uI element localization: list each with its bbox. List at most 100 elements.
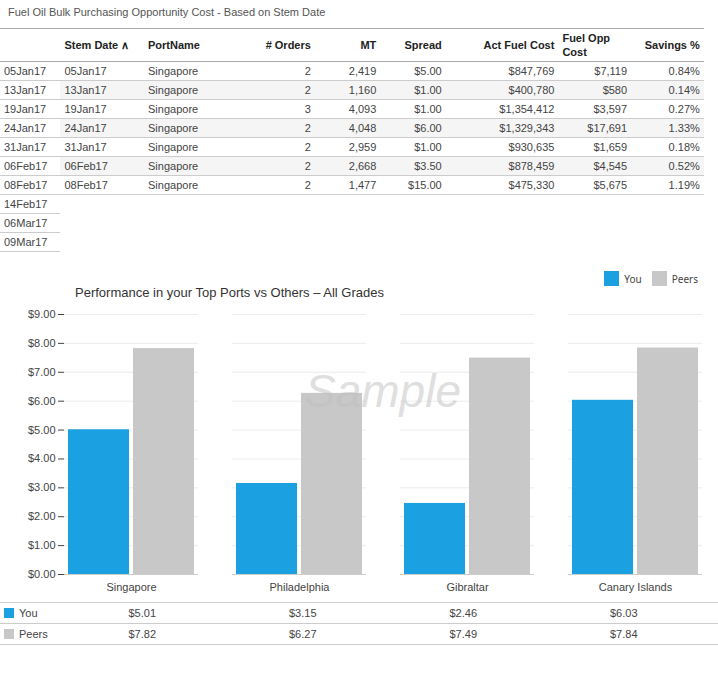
- html-text:$6.03: $6.03: [610, 607, 638, 619]
- html-text:31Jan17: 31Jan17: [4, 141, 47, 153]
- html-text:$3,597: $3,597: [593, 103, 628, 115]
- svg-text:Philadelphia: Philadelphia: [270, 581, 331, 593]
- html-text:$878,459: $878,459: [508, 160, 555, 172]
- html-text:$4,545: $4,545: [593, 160, 628, 172]
- html-text:$847,769: $847,769: [508, 65, 555, 77]
- html-text:05Jan17: 05Jan17: [64, 65, 107, 77]
- svg-text:$9.00: $9.00: [28, 308, 56, 320]
- html-text:08Feb17: 08Feb17: [4, 179, 48, 191]
- html-text:Singapore: Singapore: [148, 160, 199, 172]
- html-text:Fuel Opp Cost: Fuel Opp Cost: [562, 32, 611, 58]
- html-text:09Mar17: 09Mar17: [4, 236, 48, 248]
- html-text:Sample: Sample: [305, 365, 461, 417]
- html-text:$400,780: $400,780: [508, 84, 555, 96]
- html-text:Singapore: Singapore: [148, 122, 199, 134]
- html-text:1.19%: 1.19%: [668, 179, 700, 191]
- html-text:Performance in your Top Ports: Performance in your Top Ports vs Others …: [75, 285, 384, 300]
- html-text:$3.50: $3.50: [414, 160, 442, 172]
- html-text:2: 2: [304, 122, 311, 134]
- html-text:4,093: 4,093: [348, 103, 377, 115]
- html-text:14Feb17: 14Feb17: [4, 198, 48, 210]
- html-text:$7.82: $7.82: [128, 628, 156, 640]
- svg-text:$5.00: $5.00: [28, 424, 56, 436]
- html-text:$7,119: $7,119: [594, 65, 628, 77]
- html-text:2,959: 2,959: [348, 141, 377, 153]
- html-text:Peers: Peers: [19, 628, 48, 640]
- svg-text:$7.00: $7.00: [28, 366, 56, 378]
- html-text:19Jan17: 19Jan17: [64, 103, 107, 115]
- html-text:0.18%: 0.18%: [668, 141, 700, 153]
- svg-text:Canary Islands: Canary Islands: [599, 581, 673, 593]
- html-text:2,668: 2,668: [348, 160, 377, 172]
- html-text:Stem Date ∧: Stem Date ∧: [64, 39, 130, 51]
- html-text:$1.00: $1.00: [414, 103, 442, 115]
- html-text:$1.00: $1.00: [414, 141, 442, 153]
- svg-text:Gibraltar: Gibraltar: [446, 581, 489, 593]
- html-text:Singapore: Singapore: [148, 141, 199, 153]
- html-text:1,477: 1,477: [348, 179, 377, 191]
- svg-text:$0.00: $0.00: [28, 568, 56, 580]
- html-text:06Feb17: 06Feb17: [64, 160, 108, 172]
- html-text:Fuel Oil Bulk Purchasing Oppor: Fuel Oil Bulk Purchasing Opportunity Cos…: [8, 6, 326, 18]
- html-text:$6.00: $6.00: [414, 122, 442, 134]
- html-text:06Feb17: 06Feb17: [4, 160, 48, 172]
- html-text:0.52%: 0.52%: [668, 160, 700, 172]
- html-text:PortName: PortName: [148, 39, 200, 51]
- html-text:$5,675: $5,675: [593, 179, 628, 191]
- html-text:Act Fuel Cost: Act Fuel Cost: [483, 39, 555, 51]
- html-text:Peers: Peers: [671, 271, 698, 286]
- html-text:0.27%: 0.27%: [668, 103, 700, 115]
- svg-text:$6.00: $6.00: [28, 395, 56, 407]
- svg-text:$2.00: $2.00: [28, 510, 56, 522]
- svg-text:$4.00: $4.00: [28, 452, 56, 464]
- html-text:08Feb17: 08Feb17: [64, 179, 108, 191]
- svg-text:$1.00: $1.00: [28, 539, 56, 551]
- html-text:31Jan17: 31Jan17: [64, 141, 107, 153]
- html-text:1.33%: 1.33%: [668, 122, 700, 134]
- html-text:$1,659: $1,659: [593, 141, 628, 153]
- html-text:4,048: 4,048: [348, 122, 377, 134]
- html-text:2: 2: [304, 84, 311, 96]
- html-text:24Jan17: 24Jan17: [4, 122, 47, 134]
- html-text:$580: $580: [602, 84, 628, 96]
- html-text:2: 2: [304, 65, 311, 77]
- html-text:$1,329,343: $1,329,343: [499, 122, 555, 134]
- html-text:3: 3: [304, 103, 311, 115]
- html-text:$475,330: $475,330: [508, 179, 555, 191]
- html-text:Singapore: Singapore: [148, 65, 199, 77]
- html-text:$6.27: $6.27: [289, 628, 317, 640]
- html-text:Savings %: Savings %: [644, 39, 700, 51]
- html-text:Singapore: Singapore: [148, 179, 199, 191]
- html-text:Spread: Spread: [404, 39, 442, 51]
- html-text:19Jan17: 19Jan17: [4, 103, 47, 115]
- html-text:1,160: 1,160: [348, 84, 377, 96]
- html-text:13Jan17: 13Jan17: [4, 84, 47, 96]
- html-text:$17,691: $17,691: [587, 122, 628, 134]
- html-text:You: You: [19, 607, 38, 619]
- html-text:Singapore: Singapore: [148, 84, 199, 96]
- svg-text:$8.00: $8.00: [28, 337, 56, 349]
- html-text:$2.46: $2.46: [449, 607, 477, 619]
- html-text:$15.00: $15.00: [408, 179, 442, 191]
- svg-text:Singapore: Singapore: [106, 581, 156, 593]
- html-text:0.14%: 0.14%: [668, 84, 700, 96]
- html-text:$5.00: $5.00: [414, 65, 442, 77]
- html-text:0.84%: 0.84%: [668, 65, 700, 77]
- html-text:$1,354,412: $1,354,412: [499, 103, 555, 115]
- html-text:$5.01: $5.01: [128, 607, 156, 619]
- html-text:05Jan17: 05Jan17: [4, 65, 47, 77]
- html-text:06Mar17: 06Mar17: [4, 217, 48, 229]
- html-text:Singapore: Singapore: [148, 103, 199, 115]
- html-text:# Orders: # Orders: [265, 39, 311, 51]
- html-text:13Jan17: 13Jan17: [64, 84, 107, 96]
- html-text:MT: MT: [360, 39, 377, 51]
- html-text:24Jan17: 24Jan17: [64, 122, 107, 134]
- html-text:$3.15: $3.15: [289, 607, 317, 619]
- html-text:You: You: [624, 271, 642, 286]
- html-text:$1.00: $1.00: [414, 84, 442, 96]
- svg-text:$3.00: $3.00: [28, 481, 56, 493]
- html-text:$7.84: $7.84: [610, 628, 638, 640]
- html-text:$7.49: $7.49: [449, 628, 477, 640]
- html-text:2,419: 2,419: [348, 65, 377, 77]
- html-text:$930,635: $930,635: [508, 141, 555, 153]
